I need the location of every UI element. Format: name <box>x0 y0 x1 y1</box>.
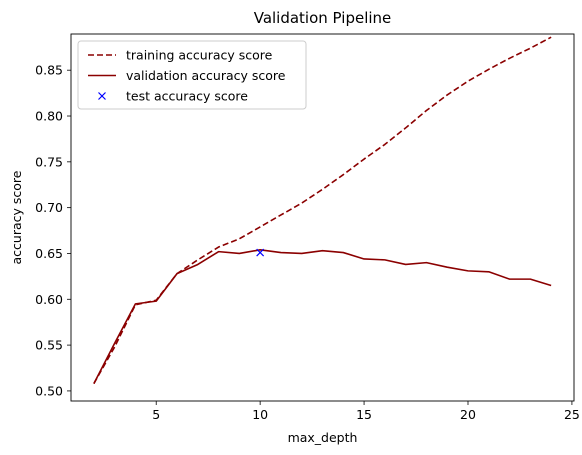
y-tick-label: 0.85 <box>35 63 63 78</box>
x-tick-label: 15 <box>356 407 372 422</box>
y-tick-label: 0.55 <box>35 338 63 353</box>
legend-entry: training accuracy score <box>126 48 273 63</box>
plot-area <box>93 36 552 384</box>
legend-entry: validation accuracy score <box>126 68 286 83</box>
y-tick-label: 0.75 <box>35 154 63 169</box>
y-tick-label: 0.65 <box>35 246 63 261</box>
axes-frame <box>70 33 575 402</box>
y-tick-label: 0.80 <box>35 109 63 124</box>
y-axis-label: accuracy score <box>9 170 24 264</box>
y-tick-label: 0.50 <box>35 383 63 398</box>
x-tick-label: 5 <box>152 407 160 422</box>
y-tick-label: 0.70 <box>35 200 63 215</box>
chart-title: Validation Pipeline <box>254 9 392 27</box>
legend-box <box>77 40 307 110</box>
x-tick-label: 10 <box>252 407 268 422</box>
legend-entry: test accuracy score <box>126 89 248 104</box>
validation-accuracy-line <box>93 249 552 384</box>
x-tick-label: 25 <box>564 407 580 422</box>
x-tick-label: 20 <box>460 407 476 422</box>
legend-swatch <box>98 92 106 100</box>
x-axis-label: max_depth <box>288 430 358 445</box>
axis-ticks: 5 10 15 20 25 0.50 0.55 0.60 0.65 0.70 0.75 0.80 0.8… <box>35 63 580 422</box>
test-accuracy-point <box>256 248 265 257</box>
y-tick-label: 0.60 <box>35 292 63 307</box>
legend: training accuracy score validation accura… <box>77 40 307 110</box>
